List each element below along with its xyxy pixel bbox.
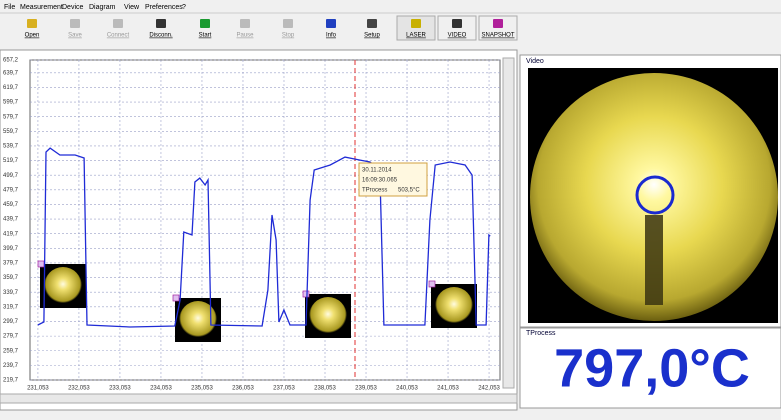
tooltip-label: TProcess — [362, 188, 387, 194]
y-tick-label: 499,7 — [3, 173, 19, 179]
video-image — [645, 215, 663, 305]
button-label: VIDEO — [448, 33, 467, 39]
x-tick-label: 242,053 — [478, 386, 500, 392]
button-icon — [411, 19, 421, 28]
button-icon — [452, 19, 462, 28]
y-tick-label: 259,7 — [3, 348, 19, 354]
y-tick-label: 419,7 — [3, 231, 19, 237]
x-tick-label: 237,053 — [273, 386, 295, 392]
menu-item[interactable]: File — [4, 4, 15, 11]
x-tick-label: 241,053 — [437, 386, 459, 392]
button-icon — [493, 19, 503, 28]
x-tick-label: 239,053 — [355, 386, 377, 392]
thumbnail — [435, 287, 473, 325]
tooltip-value: 503,5°C — [398, 188, 420, 194]
tooltip-time: 16:09:30.065 — [362, 178, 398, 184]
menu-item[interactable]: Device — [62, 4, 84, 11]
y-tick-label: 339,7 — [3, 290, 19, 296]
thumbnail — [44, 267, 82, 305]
button-label: SNAPSHOT — [481, 33, 514, 39]
app-window: File MeasurementDevice Diagram View Preferen… — [0, 0, 781, 420]
x-tick-label: 235,053 — [191, 386, 213, 392]
button-label: Pause — [236, 33, 254, 39]
button-icon — [70, 19, 80, 28]
menu-item[interactable]: ? — [182, 4, 186, 11]
x-tick-label: 236,053 — [232, 386, 254, 392]
video-title: Video — [526, 58, 544, 65]
thumbnail — [309, 297, 347, 335]
x-tick-label: 233,053 — [109, 386, 131, 392]
button-icon — [27, 19, 37, 28]
thumbnail-marker — [173, 295, 179, 301]
menu-item[interactable]: Preferences — [145, 4, 183, 11]
y-tick-label: 319,7 — [3, 304, 19, 310]
horizontal-scrollbar[interactable] — [0, 394, 517, 403]
button-icon — [156, 19, 166, 28]
x-tick-label: 234,053 — [150, 386, 172, 392]
y-tick-label: 459,7 — [3, 202, 19, 208]
y-tick-label: 619,7 — [3, 85, 19, 91]
toolbar-button[interactable]: LASER — [397, 16, 435, 40]
y-tick-label: 559,7 — [3, 129, 19, 135]
button-label: Connect — [107, 33, 130, 39]
button-icon — [326, 19, 336, 28]
y-tick-label: 219,7 — [3, 378, 19, 384]
y-tick-label: 579,7 — [3, 114, 19, 120]
y-tick-label: 519,7 — [3, 158, 19, 164]
toolbar-button[interactable]: VIDEO — [438, 16, 476, 40]
y-tick-label: 399,7 — [3, 246, 19, 252]
button-label: Open — [25, 33, 40, 39]
thumbnail-marker — [303, 291, 309, 297]
button-icon — [200, 19, 210, 28]
temperature-readout: 797,0°C — [554, 338, 750, 398]
thumbnail-marker — [38, 261, 44, 267]
vertical-scrollbar[interactable] — [503, 58, 514, 388]
x-tick-label: 232,053 — [68, 386, 90, 392]
button-label: Setup — [364, 33, 380, 39]
x-tick-label: 238,053 — [314, 386, 336, 392]
tooltip: 30.11.2014 16:09:30.065 TProcess 503,5°C — [359, 163, 427, 196]
button-label: LASER — [406, 33, 426, 39]
toolbar-button[interactable]: SNAPSHOT — [479, 16, 517, 40]
y-tick-label: 657,2 — [3, 58, 19, 64]
y-tick-label: 539,7 — [3, 144, 19, 150]
y-tick-label: 359,7 — [3, 275, 19, 281]
y-tick-label: 479,7 — [3, 187, 19, 193]
x-tick-label: 231,053 — [27, 386, 49, 392]
button-label: Save — [68, 33, 82, 39]
button-label: Stop — [282, 33, 295, 39]
button-label: Start — [199, 33, 212, 39]
button-label: Disconn. — [149, 33, 173, 39]
chart: 219,7 239,7 259,7 279,7 299,7 319,7 339,7 359,7… — [3, 58, 501, 392]
menu-item[interactable]: View — [124, 4, 140, 11]
y-tick-label: 599,7 — [3, 100, 19, 106]
x-tick-label: 240,053 — [396, 386, 418, 392]
y-tick-label: 299,7 — [3, 319, 19, 325]
button-icon — [283, 19, 293, 28]
thumbnail-marker — [429, 281, 435, 287]
y-tick-label: 639,7 — [3, 70, 19, 76]
y-tick-label: 239,7 — [3, 363, 19, 369]
button-label: Info — [326, 33, 337, 39]
y-tick-label: 279,7 — [3, 334, 19, 340]
menu-item[interactable]: Measurement — [20, 4, 63, 11]
y-tick-label: 439,7 — [3, 217, 19, 223]
tooltip-date: 30.11.2014 — [362, 168, 392, 174]
button-icon — [367, 19, 377, 28]
button-icon — [113, 19, 123, 28]
menu-item[interactable]: Diagram — [89, 4, 116, 11]
y-tick-label: 379,7 — [3, 261, 19, 267]
button-icon — [240, 19, 250, 28]
readout-title: TProcess — [526, 330, 556, 337]
